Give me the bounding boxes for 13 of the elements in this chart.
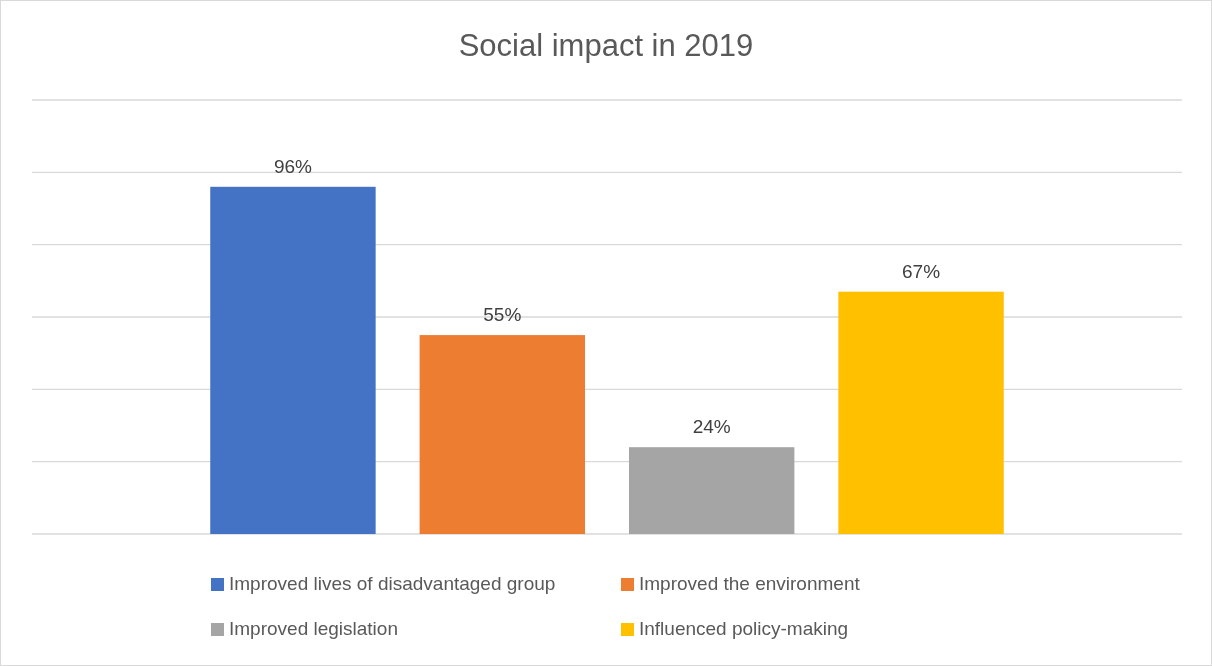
bar [628,447,795,534]
bar [210,186,376,534]
bar [419,335,586,534]
bar [838,291,1004,534]
legend-label: Influenced policy-making [639,618,849,640]
legend-label: Improved the environment [639,573,861,595]
data-label: 55% [483,304,522,326]
legend-label: Improved legislation [229,618,398,640]
data-label: 67% [902,260,941,282]
data-label: 96% [273,155,313,177]
chart-title: Social impact in 2019 [458,28,754,63]
data-label: 24% [692,416,731,438]
legend-label: Improved lives of disadvantaged group [229,573,556,595]
